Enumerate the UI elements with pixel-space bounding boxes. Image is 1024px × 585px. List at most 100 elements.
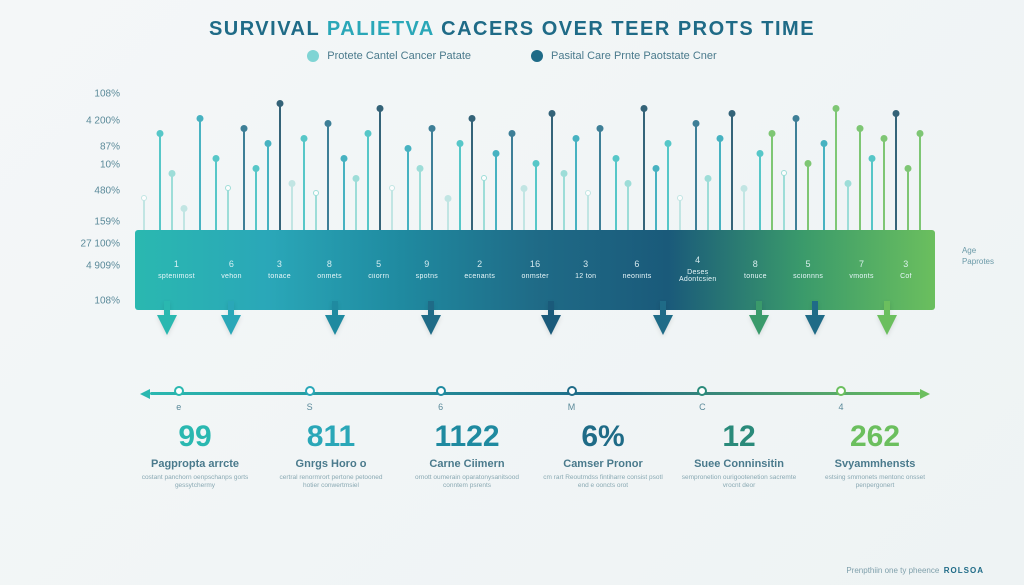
lollipop (759, 155, 761, 230)
stat-value: 99 (135, 420, 255, 454)
lollipop (535, 165, 537, 230)
legend-swatch (531, 50, 543, 62)
band-tick: 5scionnns (793, 260, 823, 281)
lollipop-dot-icon (717, 135, 724, 142)
stat-desc: certral renormrort pertone petooned hoti… (271, 474, 391, 491)
y-tick: 10% (100, 159, 120, 170)
lollipop-dot-icon (893, 110, 900, 117)
lollipop-dot-icon (625, 180, 632, 187)
stat-card: 99Pagpropta arrctecostant panchorn oenps… (135, 420, 255, 491)
band-tick-text: 12 ton (575, 273, 596, 281)
lollipop (807, 165, 809, 230)
band-tick-text: ecenants (464, 273, 495, 281)
footnote-text: Prenpthiin one ty pheence (846, 566, 939, 575)
legend-item: Protete Cantel Cancer Patate (307, 50, 471, 62)
lollipop-dot-icon (341, 155, 348, 162)
lollipop-dot-icon (705, 175, 712, 182)
band-tick-num: 3 (277, 260, 282, 270)
lollipop (447, 200, 449, 230)
stat-card: 262Svyammhenstsestsing smmonets mentonc … (815, 420, 935, 491)
lollipop-dot-icon (769, 130, 776, 137)
lollipop-dot-icon (653, 165, 660, 172)
band-tick-num: 6 (229, 260, 234, 270)
lollipop (327, 125, 329, 230)
stat-label: Suee Conninsitin (679, 458, 799, 470)
lollipop (643, 110, 645, 230)
band-tick: 6neonints (623, 260, 652, 281)
band-tick-num: 1 (174, 260, 179, 270)
lollipop-dot-icon (197, 115, 204, 122)
timeline: eS6MC4 (150, 392, 920, 395)
y-tick: 108% (94, 296, 120, 307)
stat-label: Pagpropta arrcte (135, 458, 255, 470)
lollipop-dot-icon (781, 170, 787, 176)
lollipop-dot-icon (917, 130, 924, 137)
lollipop (919, 135, 921, 230)
lollipop (847, 185, 849, 230)
stat-label: Carne Ciimern (407, 458, 527, 470)
y-tick: 4 200% (86, 115, 120, 126)
arrow-down-icon (541, 315, 561, 335)
lollipop-dot-icon (741, 185, 748, 192)
lollipop (159, 135, 161, 230)
lollipop-dot-icon (469, 115, 476, 122)
lollipop (183, 210, 185, 230)
lollipop (719, 140, 721, 230)
legend-label: Protete Cantel Cancer Patate (327, 50, 471, 62)
band-tick-text: vmonts (849, 273, 873, 281)
stat-card: 12Suee Conninsitinsempronetion ourigoote… (679, 420, 799, 491)
lollipop-dot-icon (793, 115, 800, 122)
lollipop (707, 180, 709, 230)
band-tick-num: 2 (477, 260, 482, 270)
stat-value: 12 (679, 420, 799, 454)
footnote: Prenpthiin one ty pheence ROLSOA (846, 566, 984, 575)
lollipop (511, 135, 513, 230)
lollipop-dot-icon (493, 150, 500, 157)
y-axis: 108%4 200%87%10%480%159%27 100%4 909%108… (50, 90, 120, 310)
lollipop (895, 115, 897, 230)
lollipop-dot-icon (521, 185, 528, 192)
arrow-down-icon (221, 315, 241, 335)
stat-label: Camser Pronor (543, 458, 663, 470)
gradient-band: 1sptenimost6vehon3tonace8onmets5ciiorrn9… (135, 230, 935, 310)
arrow-down-icon (325, 315, 345, 335)
lollipop-dot-icon (573, 135, 580, 142)
band-tick-num: 5 (376, 260, 381, 270)
lollipop-dot-icon (665, 140, 672, 147)
y-tick: 159% (94, 217, 120, 228)
lollipop (431, 130, 433, 230)
lollipop-dot-icon (821, 140, 828, 147)
lollipop-dot-icon (277, 100, 284, 107)
y-tick: 87% (100, 142, 120, 153)
band-tick-text: neonints (623, 273, 652, 281)
lollipop-dot-icon (597, 125, 604, 132)
lollipop (279, 105, 281, 230)
band-tick: 5ciiorrn (368, 260, 389, 281)
timeline-dot: C (697, 386, 707, 396)
lollipop-dot-icon (301, 135, 308, 142)
band-tick-num: 7 (859, 260, 864, 270)
lollipop (795, 120, 797, 230)
side-note-l1: Age (962, 245, 994, 256)
lollipop (859, 130, 861, 230)
lollipop (483, 180, 485, 230)
lollipop (655, 170, 657, 230)
lollipop-dot-icon (509, 130, 516, 137)
infographic-canvas: SURVIVAL PALIETVA CACERS OVER TEER PROTS… (0, 0, 1024, 585)
band-tick-text: spotns (416, 273, 438, 281)
lollipop (267, 145, 269, 230)
lollipop-dot-icon (241, 125, 248, 132)
lollipop (227, 190, 229, 230)
lollipop (379, 110, 381, 230)
band-tick-num: 3 (583, 260, 588, 270)
stat-value: 6% (543, 420, 663, 454)
stat-label: Gnrgs Horo o (271, 458, 391, 470)
band-tick: 4Deses Adontcsien (678, 256, 718, 284)
lollipop-dot-icon (869, 155, 876, 162)
band-tick: 3 12 ton (575, 260, 596, 281)
lollipop-dot-icon (289, 180, 296, 187)
band-tick: 8tonuce (744, 260, 767, 281)
lollipop-dot-icon (905, 165, 912, 172)
lollipop (835, 110, 837, 230)
lollipop-dot-icon (365, 130, 372, 137)
